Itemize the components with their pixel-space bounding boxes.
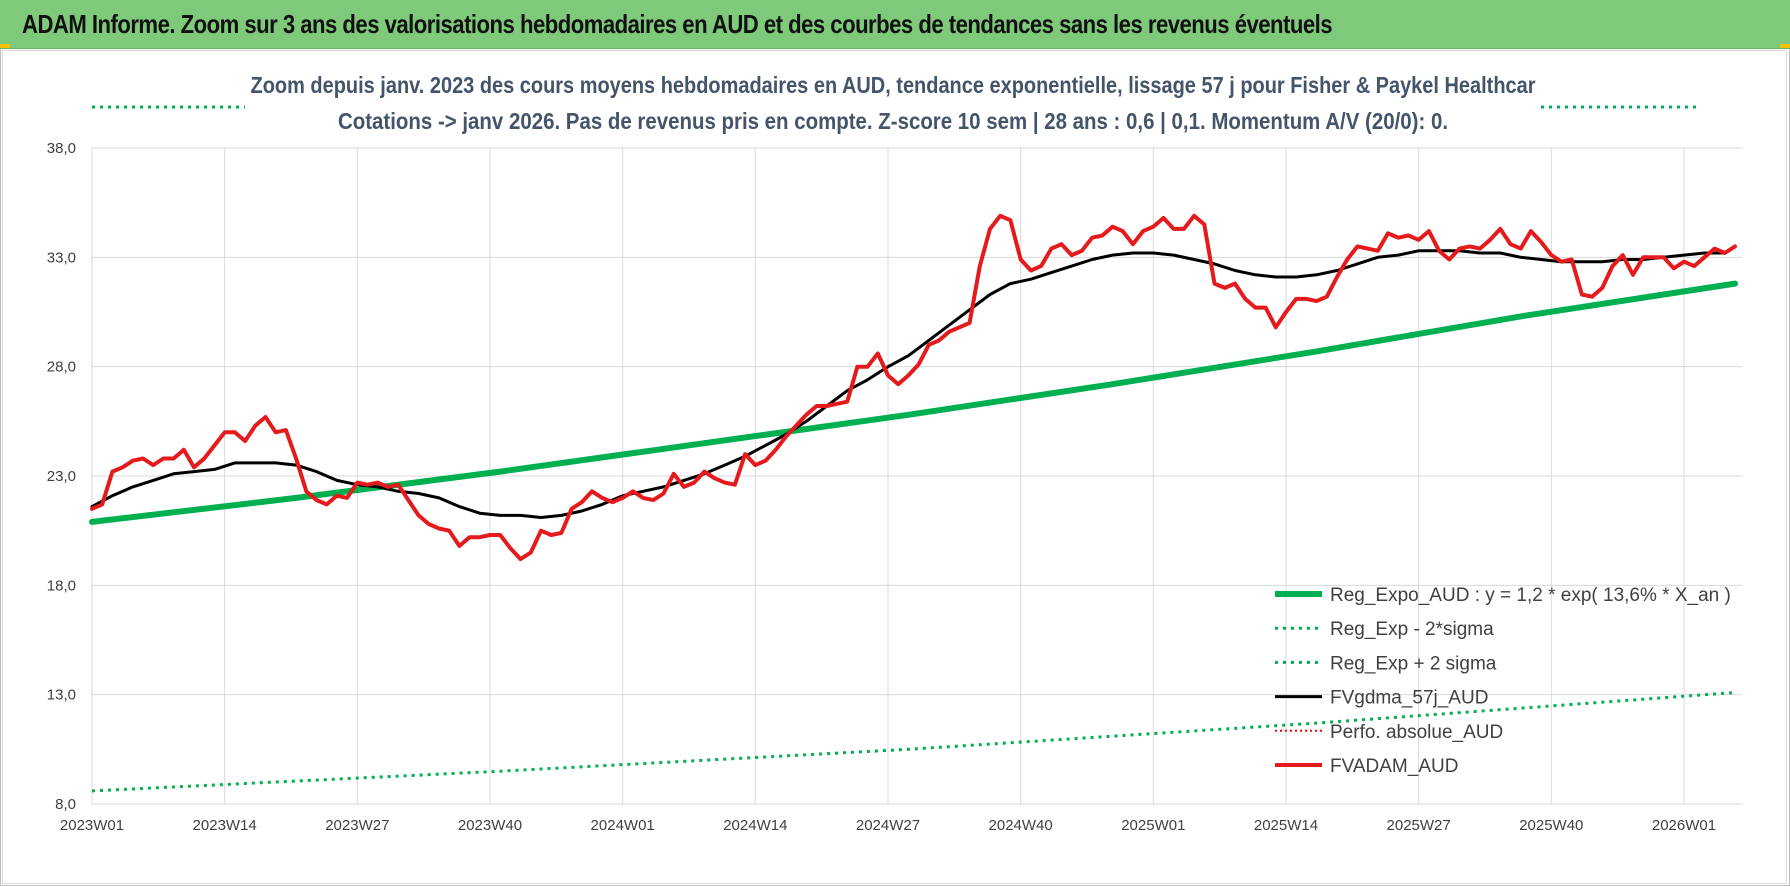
x-tick-label: 2023W14	[193, 817, 257, 834]
series-line-red	[90, 213, 1737, 562]
banner-corner-right	[1780, 44, 1790, 48]
x-tick-label: 2023W40	[458, 817, 522, 834]
y-tick-label: 23,0	[47, 468, 76, 485]
x-tick-label: 2023W01	[60, 817, 124, 834]
legend: Reg_Expo_AUD : y = 1,2 * exp( 13,6% * X_…	[1275, 585, 1731, 777]
grid	[91, 147, 1742, 805]
y-tick-label: 18,0	[47, 577, 76, 594]
report-banner: ADAM Informe. Zoom sur 3 ans des valoris…	[0, 0, 1790, 49]
chart-title-line2: Cotations -> janv 2026. Pas de revenus p…	[338, 108, 1448, 134]
legend-label: Perfo. absolue_AUD	[1330, 722, 1503, 743]
legend-label: Reg_Exp - 2*sigma	[1330, 619, 1494, 640]
legend-label: Reg_Expo_AUD : y = 1,2 * exp( 13,6% * X_…	[1330, 585, 1731, 606]
y-tick-label: 33,0	[47, 249, 76, 266]
legend-label: FVADAM_AUD	[1330, 756, 1458, 777]
x-tick-label: 2023W27	[325, 817, 389, 834]
x-tick-label: 2025W27	[1387, 817, 1451, 834]
chart-title-line1: Zoom depuis janv. 2023 des cours moyens …	[251, 72, 1536, 98]
x-tick-label: 2026W01	[1652, 817, 1716, 834]
x-tick-label: 2024W14	[723, 817, 787, 834]
banner-corner-left	[0, 44, 10, 48]
x-tick-label: 2024W01	[591, 817, 655, 834]
x-tick-label: 2025W40	[1519, 817, 1583, 834]
series-line-green-dotted	[91, 691, 1736, 793]
series-line-black	[90, 249, 1727, 519]
y-tick-label: 38,0	[47, 140, 76, 157]
legend-label: Reg_Exp + 2 sigma	[1330, 653, 1497, 674]
y-tick-label: 28,0	[47, 359, 76, 376]
report-title: ADAM Informe. Zoom sur 3 ans des valoris…	[22, 9, 1333, 39]
series-line-green-thick	[89, 280, 1738, 525]
series-lines	[89, 213, 1738, 793]
legend-label: FVgdma_57j_AUD	[1330, 688, 1488, 709]
y-tick-label: 13,0	[47, 687, 76, 704]
x-tick-label: 2024W27	[856, 817, 920, 834]
x-tick-label: 2025W01	[1121, 817, 1185, 834]
y-axis: 38,0 33,0 28,0 23,0 18,0 13,0 8,0	[47, 140, 76, 813]
x-tick-label: 2024W40	[989, 817, 1053, 834]
x-axis: 2023W01 2023W14 2023W27 2023W40 2024W01 2024W…	[60, 817, 1716, 834]
x-tick-label: 2025W14	[1254, 817, 1318, 834]
y-tick-label: 8,0	[55, 796, 76, 813]
